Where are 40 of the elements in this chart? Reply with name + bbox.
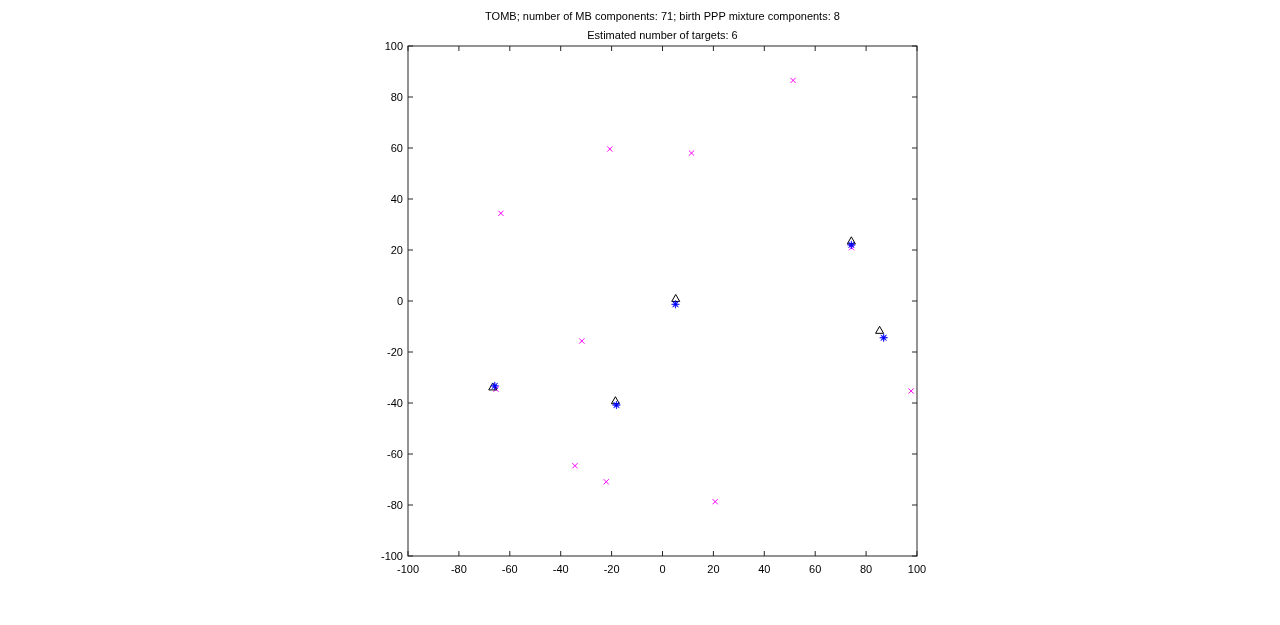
point: [571, 462, 579, 469]
x-tick-label: 0: [659, 563, 666, 575]
point: [847, 240, 856, 250]
y-tick-label: -60: [387, 448, 403, 460]
x-tick-label: 20: [707, 563, 720, 575]
x-tick-label: -40: [552, 563, 569, 575]
point: [846, 236, 856, 245]
point: [610, 396, 620, 405]
y-tick-label: -40: [387, 397, 403, 409]
point: [879, 333, 888, 343]
y-tick-label: 60: [390, 142, 403, 154]
x-tick-label: 60: [809, 563, 822, 575]
x-tick-label: 40: [758, 563, 771, 575]
point: [875, 325, 885, 334]
chart-title: TOMB; number of MB components: 71; birth PPP mixture components: 8: [485, 10, 840, 22]
point: [612, 400, 621, 410]
point: [671, 293, 681, 302]
y-tick-label: -80: [387, 499, 403, 511]
x-tick-label: 100: [907, 563, 927, 575]
x-tick-label: -60: [501, 563, 518, 575]
x-tick-label: -20: [603, 563, 620, 575]
y-tick-label: 100: [384, 40, 403, 52]
y-tick-label: 80: [390, 91, 403, 103]
chart-subtitle: Estimated number of targets: 6: [587, 29, 738, 41]
point: [712, 498, 719, 505]
point: [688, 150, 695, 157]
point: [497, 210, 504, 217]
point: [603, 478, 610, 485]
point: [908, 387, 915, 395]
point: [606, 145, 613, 153]
point: [578, 337, 585, 345]
y-tick-label: 40: [390, 193, 403, 205]
x-tick-label: -80: [450, 563, 467, 575]
point: [789, 77, 797, 84]
y-tick-label: -20: [387, 346, 403, 358]
y-tick-label: 0: [396, 295, 403, 307]
y-tick-label: -100: [380, 550, 403, 562]
x-tick-label: 80: [859, 563, 873, 575]
y-tick-label: 20: [390, 244, 403, 256]
point: [671, 300, 680, 309]
